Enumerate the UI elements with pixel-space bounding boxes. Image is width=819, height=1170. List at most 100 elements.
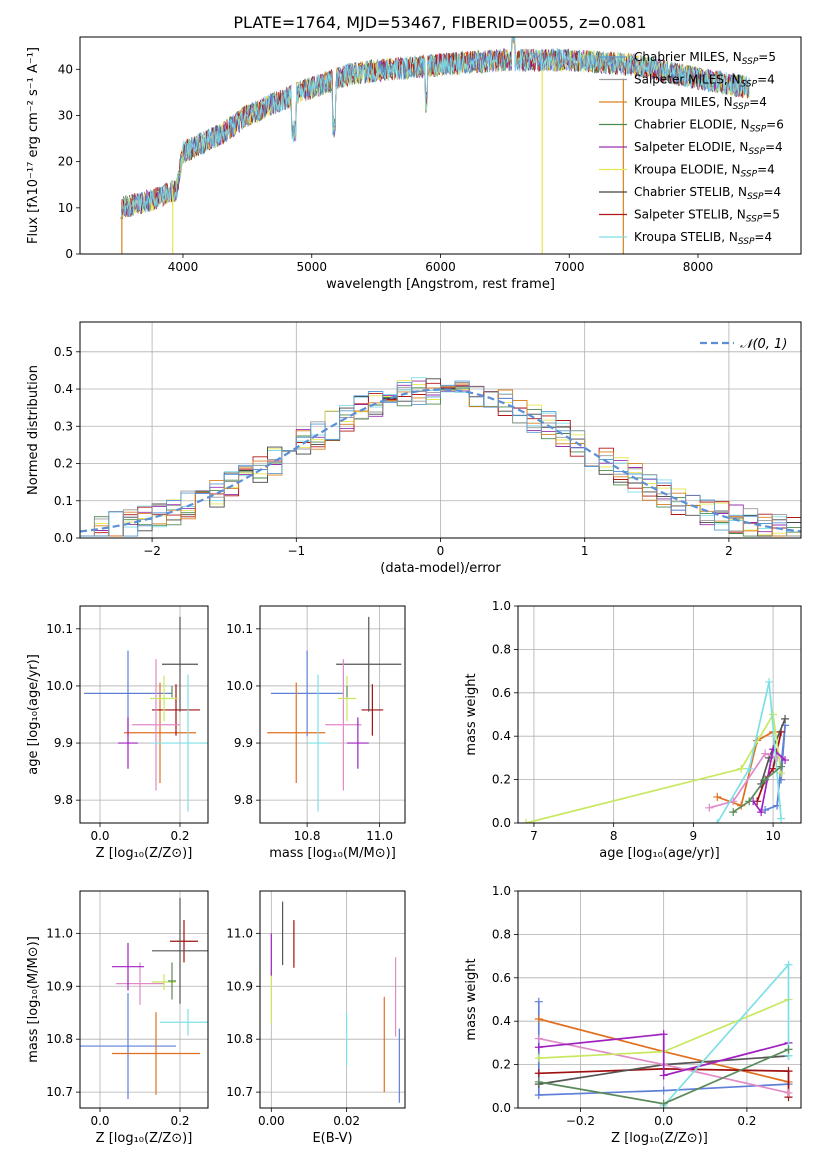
mass-weight-series-line — [538, 1033, 789, 1077]
legend-eq: =5 — [762, 208, 780, 222]
mass-weight-point-marker — [784, 1045, 793, 1054]
legend-label-text: Chabrier STELIB, N — [634, 185, 747, 199]
panel-mass_vs_ebv: 0.00 0.02 10.7 10.8 10.9 11.0 E(B-V) — [226, 890, 406, 1146]
mass-weight-point-marker — [713, 792, 722, 801]
legend-eq: =4 — [757, 163, 775, 177]
x-axis-label: wavelength [Angstrom, rest frame] — [326, 277, 555, 292]
y-tick-label: 0.4 — [492, 729, 511, 743]
y-tick-label: 9.8 — [54, 793, 73, 807]
x-tick-label: 10 — [765, 829, 780, 843]
mass-weight-point-marker — [534, 1077, 543, 1086]
plot-area — [80, 377, 801, 537]
mass-weight-point-marker — [745, 764, 754, 773]
y-tick-label: 30 — [58, 108, 73, 122]
y-axis-label: Normed distribution — [26, 365, 41, 495]
y-axis-label: age [log₁₀(age/yr)] — [26, 654, 41, 775]
legend-label: 𝒩(0, 1) — [740, 337, 787, 352]
y-tick-label: 10.0 — [226, 679, 253, 693]
mass-weight-point-marker — [781, 756, 790, 765]
legend-label-text: Salpeter STELIB, N — [634, 208, 746, 222]
y-tick-label: 40 — [58, 62, 73, 76]
x-tick-label: −0.2 — [566, 1114, 595, 1128]
mass-weight-point-marker — [784, 1088, 793, 1097]
mass-weight-point-marker — [777, 814, 786, 823]
legend-subscript: SSP — [742, 57, 759, 67]
y-tick-label: 9.9 — [234, 736, 253, 750]
x-tick-label: 0.0 — [90, 829, 109, 843]
y-tick-label: 10.8 — [46, 1032, 73, 1046]
legend-eq: =4 — [757, 73, 775, 87]
plot-area — [84, 616, 208, 812]
legend-label-text: Salpeter ELODIE, N — [634, 140, 748, 154]
axes-frame — [517, 890, 802, 1109]
mass-weight-point-marker — [659, 1099, 668, 1108]
mass-weight-point-marker — [534, 1034, 543, 1043]
x-tick-label: 11.0 — [366, 829, 393, 843]
x-tick-label: 0.0 — [90, 1114, 109, 1128]
mass-weight-point-marker — [713, 819, 722, 823]
figure-title: PLATE=1764, MJD=53467, FIBERID=0055, z=0… — [233, 13, 646, 32]
legend-eq: =4 — [764, 185, 782, 199]
legend-subscript: SSP — [750, 125, 767, 135]
y-tick-label: 10.1 — [46, 622, 73, 636]
y-tick-label: 10.9 — [46, 979, 73, 993]
mass-weight-point-marker — [534, 1043, 543, 1052]
legend-subscript: SSP — [746, 215, 763, 225]
mass-weight-series-line — [538, 1068, 790, 1098]
axes-frame — [79, 36, 802, 255]
legend-label: Salpeter ELODIE, NSSP=4 — [634, 140, 783, 157]
mass-weight-series-line — [716, 681, 782, 823]
x-tick-label: 10.8 — [294, 829, 321, 843]
y-tick-label: 10.0 — [46, 679, 73, 693]
normal-curve — [80, 388, 801, 533]
x-tick-label: 7000 — [554, 260, 585, 274]
plot-area — [534, 960, 793, 1108]
x-tick-label: 8000 — [683, 260, 714, 274]
legend-label: Kroupa ELODIE, NSSP=4 — [634, 163, 775, 180]
mass-weight-point-marker — [757, 808, 766, 817]
legend-subscript: SSP — [733, 102, 750, 112]
mass-weight-point-marker — [729, 808, 738, 817]
y-tick-label: 0.0 — [492, 1101, 511, 1115]
axes-frame — [259, 890, 406, 1109]
x-tick-label: 1 — [581, 544, 589, 558]
legend-eq: =6 — [766, 118, 784, 132]
x-axis-label: Z [log₁₀(Z/Z⊙)] — [96, 846, 193, 861]
x-axis-label: age [log₁₀(age/yr)] — [599, 846, 720, 861]
x-tick-label: 6000 — [425, 260, 456, 274]
legend-label: Kroupa STELIB, NSSP=4 — [634, 230, 772, 247]
legend-subscript: SSP — [741, 170, 758, 180]
y-axis-label: mass [log₁₀(M/M⊙)] — [26, 936, 41, 1063]
legend-subscript: SSP — [747, 192, 764, 202]
mass-weight-point-marker — [659, 1030, 668, 1039]
x-tick-label: 0.00 — [258, 1114, 285, 1128]
plot-area — [270, 901, 400, 1103]
y-tick-label: 0.4 — [54, 382, 73, 396]
x-axis-label: E(B-V) — [312, 1131, 352, 1146]
x-tick-label: 0 — [437, 544, 445, 558]
y-tick-label: 10.9 — [226, 979, 253, 993]
x-tick-label: 5000 — [296, 260, 327, 274]
x-tick-label: 0.02 — [333, 1114, 360, 1128]
y-tick-label: 0 — [65, 247, 73, 261]
y-tick-label: 0.0 — [54, 531, 73, 545]
y-tick-label: 0.8 — [492, 642, 511, 656]
mass-weight-series-line — [764, 725, 786, 811]
y-tick-label: 9.9 — [54, 736, 73, 750]
mass-weight-series-line — [525, 711, 782, 823]
axes-frame — [79, 605, 209, 824]
legend-subscript: SSP — [738, 237, 755, 247]
legend-subscript: SSP — [748, 147, 765, 157]
x-tick-label: −1 — [287, 544, 305, 558]
panel-age_vs_mass: 10.8 11.0 9.8 9.9 10.0 10.1 mass [log₁₀(M/M⊙)] — [226, 605, 406, 861]
panel-mass_weight_vs_Z: −0.2 0.0 0.2 0.0 0.2 0.4 0.6 0.8 1.0 Z [log₁₀(Z/Z… — [464, 884, 802, 1146]
mass-weight-point-marker — [765, 677, 774, 686]
mass-weight-series-line — [732, 765, 782, 813]
mass-weight-point-marker — [534, 997, 543, 1006]
legend-subscript: SSP — [741, 80, 758, 90]
x-tick-label: 8 — [610, 829, 618, 843]
y-tick-label: 0.5 — [54, 345, 73, 359]
legend-label-text: Kroupa MILES, N — [634, 95, 733, 109]
plot-area — [267, 616, 402, 812]
panel-mass_weight_vs_age: 7 8 9 10 0.0 0.2 0.4 0.6 0.8 1.0 age [log₁₀(age/yr… — [464, 599, 802, 861]
